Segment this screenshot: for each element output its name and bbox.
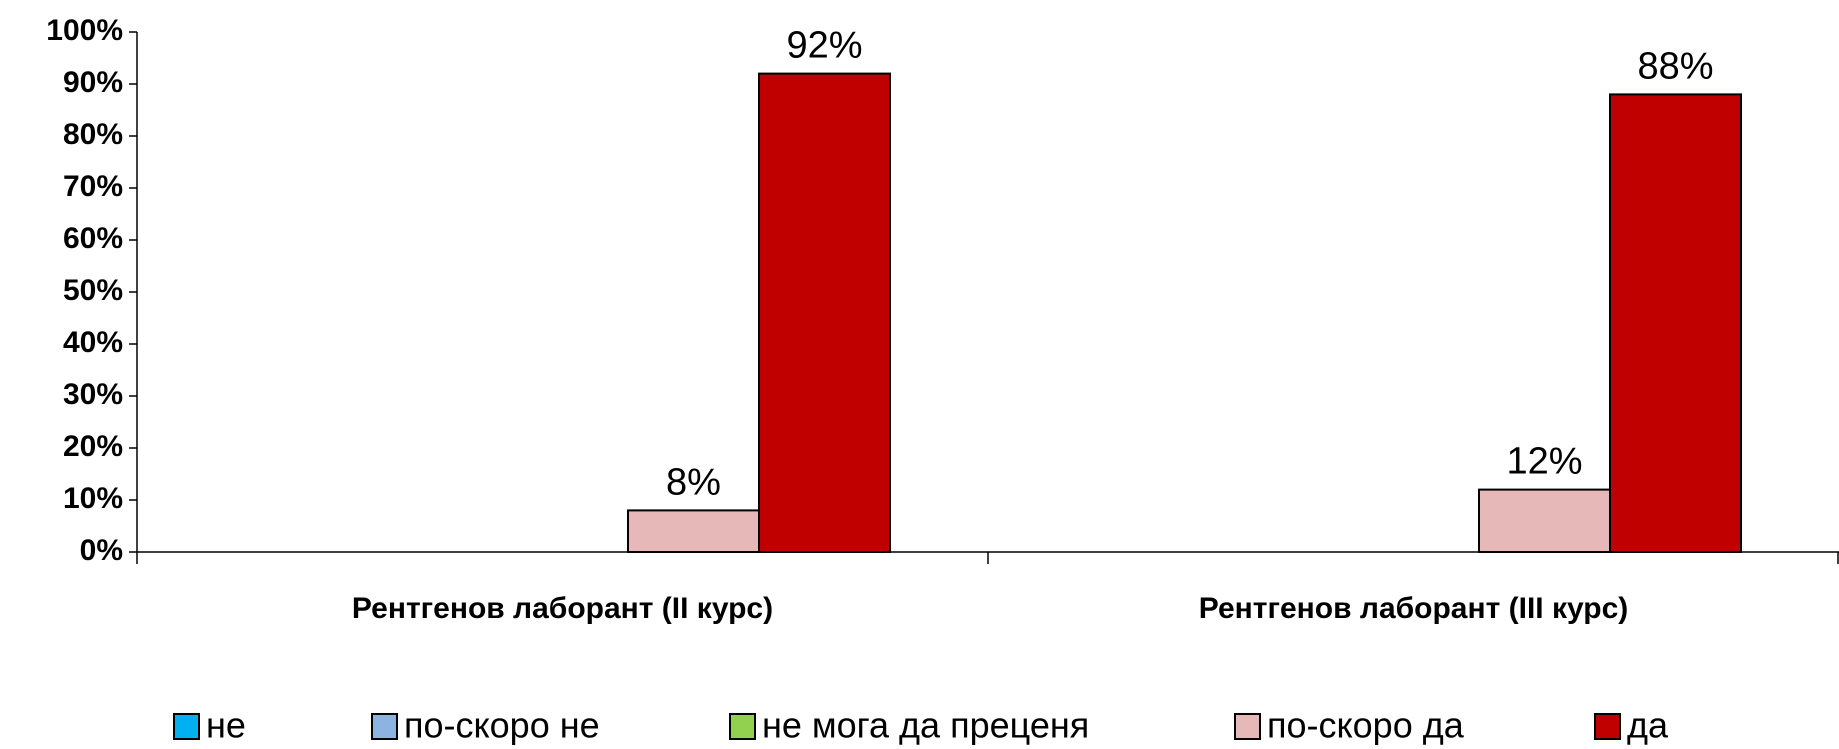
bar bbox=[1478, 488, 1611, 554]
legend-swatch bbox=[729, 713, 756, 740]
data-label: 12% bbox=[1506, 441, 1582, 483]
y-tick-label: 60% bbox=[63, 222, 123, 255]
legend-swatch bbox=[1234, 713, 1261, 740]
y-tick-label: 0% bbox=[80, 534, 123, 567]
legend-label: не мога да преценя bbox=[762, 705, 1089, 746]
bar bbox=[758, 72, 891, 553]
data-label: 88% bbox=[1637, 45, 1713, 87]
data-label: 92% bbox=[786, 25, 862, 67]
legend-swatch bbox=[371, 713, 398, 740]
x-tick-label: Рентгенов лаборант (II курс) bbox=[352, 592, 773, 625]
legend-label: по-скоро не bbox=[404, 705, 600, 746]
legend-label: не bbox=[206, 705, 246, 746]
y-tick-label: 20% bbox=[63, 430, 123, 463]
bar bbox=[1609, 93, 1742, 554]
x-tick-label: Рентгенов лаборант (III курс) bbox=[1199, 592, 1629, 625]
legend-swatch bbox=[1594, 713, 1621, 740]
legend-label: да bbox=[1627, 705, 1669, 746]
legend-swatch bbox=[173, 713, 200, 740]
y-tick-label: 30% bbox=[63, 378, 123, 411]
y-tick-label: 10% bbox=[63, 482, 123, 515]
y-tick-label: 40% bbox=[63, 326, 123, 359]
y-tick-label: 90% bbox=[63, 66, 123, 99]
y-tick-label: 100% bbox=[46, 14, 123, 47]
legend-label: по-скоро да bbox=[1267, 705, 1465, 746]
y-tick-label: 80% bbox=[63, 118, 123, 151]
y-tick-label: 70% bbox=[63, 170, 123, 203]
data-label: 8% bbox=[666, 461, 721, 503]
y-tick-label: 50% bbox=[63, 274, 123, 307]
bar bbox=[627, 509, 760, 553]
